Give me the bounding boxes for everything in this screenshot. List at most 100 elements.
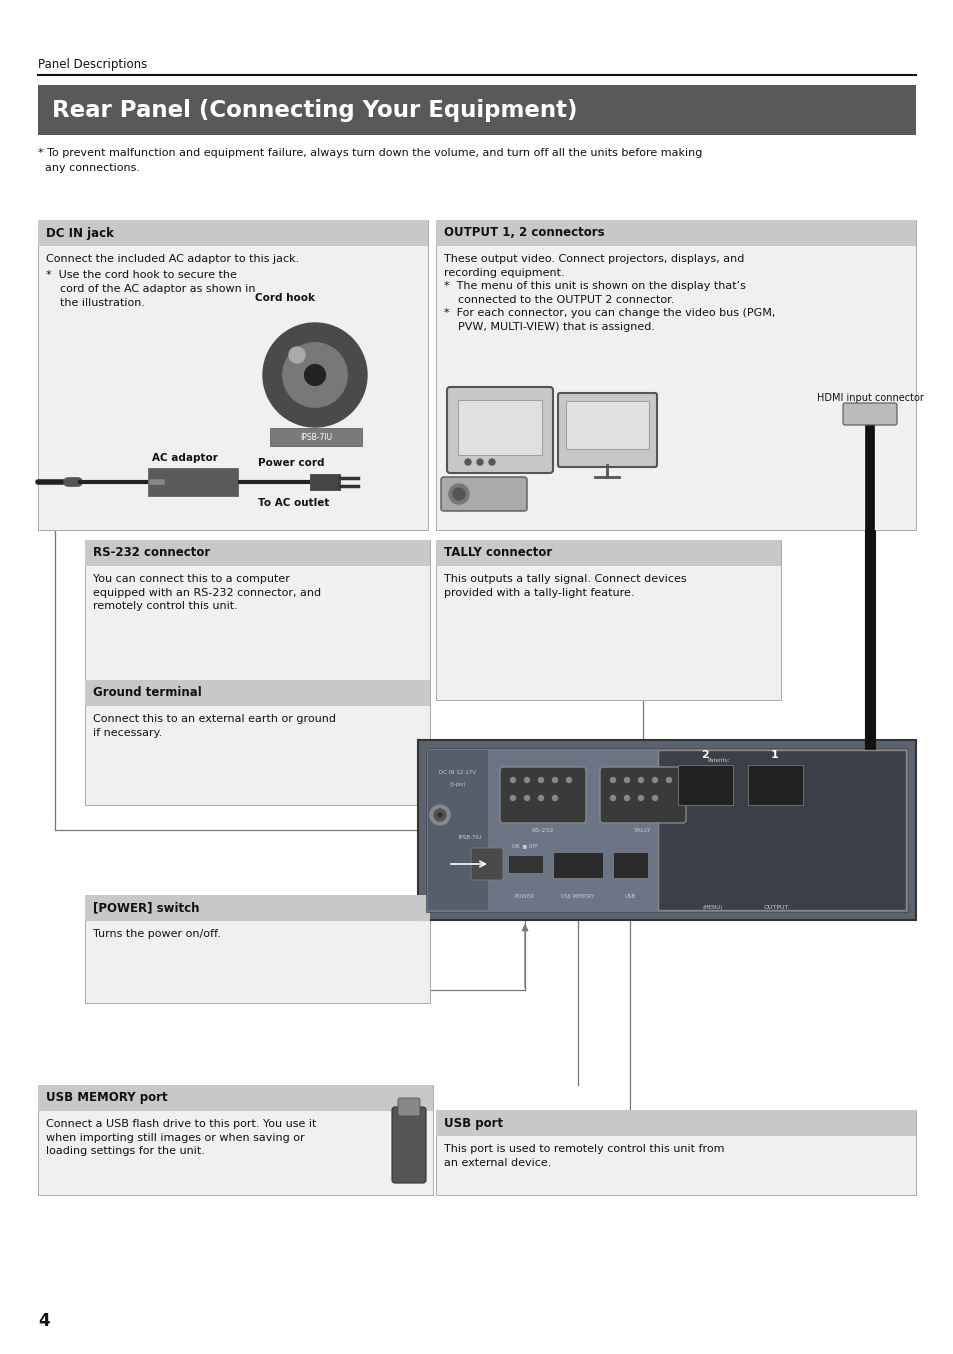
Text: Power cord: Power cord bbox=[257, 458, 324, 468]
FancyBboxPatch shape bbox=[842, 403, 896, 425]
Bar bbox=[436, 540, 781, 566]
FancyBboxPatch shape bbox=[499, 766, 585, 823]
Bar bbox=[428, 750, 488, 910]
Text: [POWER] switch: [POWER] switch bbox=[92, 902, 199, 914]
Bar bbox=[85, 680, 430, 806]
FancyBboxPatch shape bbox=[558, 393, 657, 467]
Circle shape bbox=[652, 796, 657, 800]
Bar bbox=[613, 852, 647, 877]
Text: any connections.: any connections. bbox=[38, 162, 140, 173]
Bar bbox=[85, 540, 430, 700]
Text: OUTPUT 1, 2 connectors: OUTPUT 1, 2 connectors bbox=[443, 226, 604, 240]
Circle shape bbox=[437, 812, 441, 816]
Circle shape bbox=[566, 777, 571, 783]
FancyBboxPatch shape bbox=[397, 1098, 419, 1116]
Circle shape bbox=[610, 777, 615, 783]
Text: 4: 4 bbox=[38, 1312, 50, 1330]
Circle shape bbox=[666, 777, 671, 783]
Text: (3-pin): (3-pin) bbox=[450, 783, 466, 787]
Text: DC IN 12-17V: DC IN 12-17V bbox=[439, 770, 476, 774]
Circle shape bbox=[453, 487, 464, 500]
Bar bbox=[417, 741, 915, 919]
Circle shape bbox=[524, 796, 529, 800]
Text: Rear Panel (Connecting Your Equipment): Rear Panel (Connecting Your Equipment) bbox=[52, 99, 577, 122]
Circle shape bbox=[552, 796, 557, 800]
Bar bbox=[436, 219, 915, 246]
Circle shape bbox=[304, 364, 325, 386]
Bar bbox=[678, 765, 732, 806]
Text: IPSB-7IU: IPSB-7IU bbox=[458, 835, 481, 839]
Bar bbox=[436, 1110, 915, 1136]
Bar bbox=[148, 468, 237, 496]
Text: *  Use the cord hook to secure the
    cord of the AC adaptor as shown in
    th: * Use the cord hook to secure the cord o… bbox=[46, 269, 255, 307]
Circle shape bbox=[430, 806, 450, 825]
FancyBboxPatch shape bbox=[471, 848, 502, 880]
Circle shape bbox=[638, 796, 643, 800]
Circle shape bbox=[537, 777, 543, 783]
Circle shape bbox=[524, 777, 529, 783]
Text: USB MEMORY: USB MEMORY bbox=[561, 894, 594, 899]
Bar bbox=[85, 895, 430, 1003]
Circle shape bbox=[464, 459, 471, 464]
Circle shape bbox=[638, 777, 643, 783]
Text: ON  ■ OFF: ON ■ OFF bbox=[512, 844, 537, 848]
Circle shape bbox=[489, 459, 495, 464]
Text: Turns the power on/off.: Turns the power on/off. bbox=[92, 929, 221, 940]
Text: Patents:: Patents: bbox=[707, 758, 730, 764]
Text: TALLY: TALLY bbox=[634, 829, 651, 833]
Circle shape bbox=[510, 777, 515, 783]
Text: OUTPUT: OUTPUT bbox=[762, 904, 788, 910]
Text: DC IN jack: DC IN jack bbox=[46, 226, 113, 240]
Bar bbox=[436, 540, 781, 700]
Text: HDMI input connector: HDMI input connector bbox=[816, 393, 923, 403]
Circle shape bbox=[537, 796, 543, 800]
Text: IPSB-7IU: IPSB-7IU bbox=[299, 432, 332, 441]
Bar bbox=[85, 895, 430, 921]
Circle shape bbox=[434, 808, 446, 821]
Text: RS-232 connector: RS-232 connector bbox=[92, 547, 210, 559]
Text: USB: USB bbox=[624, 894, 635, 899]
Bar bbox=[436, 219, 915, 529]
Circle shape bbox=[282, 343, 347, 408]
Circle shape bbox=[449, 483, 469, 504]
Text: 1: 1 bbox=[770, 750, 778, 760]
Text: These output video. Connect projectors, displays, and
recording equipment.
*  Th: These output video. Connect projectors, … bbox=[443, 255, 775, 332]
FancyBboxPatch shape bbox=[447, 387, 553, 473]
Bar bbox=[436, 1110, 915, 1196]
Text: RS-232: RS-232 bbox=[531, 829, 554, 833]
Bar bbox=[457, 399, 541, 455]
Bar bbox=[38, 85, 915, 135]
Text: Connect the included AC adaptor to this jack.: Connect the included AC adaptor to this … bbox=[46, 255, 299, 264]
Bar bbox=[38, 1085, 433, 1112]
Bar bbox=[85, 680, 430, 705]
Text: Connect a USB flash drive to this port. You use it
when importing still images o: Connect a USB flash drive to this port. … bbox=[46, 1118, 316, 1156]
Circle shape bbox=[624, 777, 629, 783]
Text: USB MEMORY port: USB MEMORY port bbox=[46, 1091, 168, 1105]
Circle shape bbox=[476, 459, 482, 464]
Bar bbox=[565, 401, 648, 450]
Text: This port is used to remotely control this unit from
an external device.: This port is used to remotely control th… bbox=[443, 1144, 723, 1167]
Text: Connect this to an external earth or ground
if necessary.: Connect this to an external earth or gro… bbox=[92, 714, 335, 738]
Circle shape bbox=[289, 347, 305, 363]
Text: This outputs a tally signal. Connect devices
provided with a tally-light feature: This outputs a tally signal. Connect dev… bbox=[443, 574, 686, 597]
Circle shape bbox=[552, 777, 557, 783]
Text: Cord hook: Cord hook bbox=[254, 292, 314, 303]
Bar bbox=[507, 854, 542, 873]
Bar bbox=[38, 219, 428, 246]
Bar bbox=[38, 219, 428, 529]
Text: Panel Descriptions: Panel Descriptions bbox=[38, 58, 147, 70]
FancyBboxPatch shape bbox=[392, 1108, 426, 1183]
Bar bbox=[38, 1085, 433, 1196]
Bar bbox=[658, 750, 905, 910]
Bar bbox=[310, 474, 339, 490]
Text: (MENU): (MENU) bbox=[702, 904, 722, 910]
Text: AC adaptor: AC adaptor bbox=[152, 454, 217, 463]
Text: Ground terminal: Ground terminal bbox=[92, 686, 201, 700]
Bar bbox=[85, 540, 430, 566]
Text: USB port: USB port bbox=[443, 1117, 502, 1129]
Text: TALLY connector: TALLY connector bbox=[443, 547, 552, 559]
Bar bbox=[270, 428, 361, 445]
FancyBboxPatch shape bbox=[599, 766, 685, 823]
Text: To AC outlet: To AC outlet bbox=[257, 498, 329, 508]
Bar bbox=[426, 747, 907, 913]
